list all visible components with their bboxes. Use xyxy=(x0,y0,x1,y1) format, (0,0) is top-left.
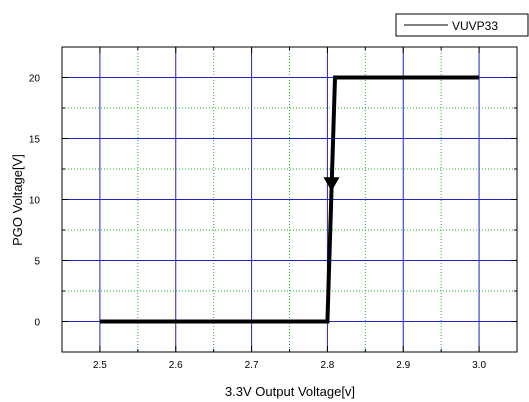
x-axis-title: 3.3V Output Voltage[v] xyxy=(225,384,355,399)
x-tick-label: 3.0 xyxy=(472,360,486,371)
legend: VUVP33 xyxy=(395,13,529,37)
major-grid xyxy=(62,47,517,352)
y-tick-label: 5 xyxy=(34,257,40,268)
y-tick-label: 0 xyxy=(34,318,40,329)
y-tick-label: 15 xyxy=(29,135,41,146)
tick-labels: 2.5 2.6 2.7 2.8 2.9 3.0 0 5 10 15 20 xyxy=(29,74,487,372)
series-layer xyxy=(99,75,480,324)
down-arrow-icon xyxy=(323,177,340,192)
series-line-vuvp33 xyxy=(99,75,480,324)
x-tick-label: 2.6 xyxy=(169,360,183,371)
y-tick-label: 20 xyxy=(29,74,41,85)
axis-ticks xyxy=(62,47,517,352)
x-tick-label: 2.7 xyxy=(245,360,259,371)
legend-box xyxy=(395,13,529,37)
minor-grid xyxy=(62,47,517,352)
x-tick-label: 2.9 xyxy=(396,360,410,371)
y-axis-title: PGO Voltage[V] xyxy=(10,154,25,246)
legend-entry: VUVP33 xyxy=(452,19,498,33)
x-tick-label: 2.8 xyxy=(320,360,334,371)
y-tick-label: 10 xyxy=(29,196,41,207)
x-tick-label: 2.5 xyxy=(93,360,107,371)
